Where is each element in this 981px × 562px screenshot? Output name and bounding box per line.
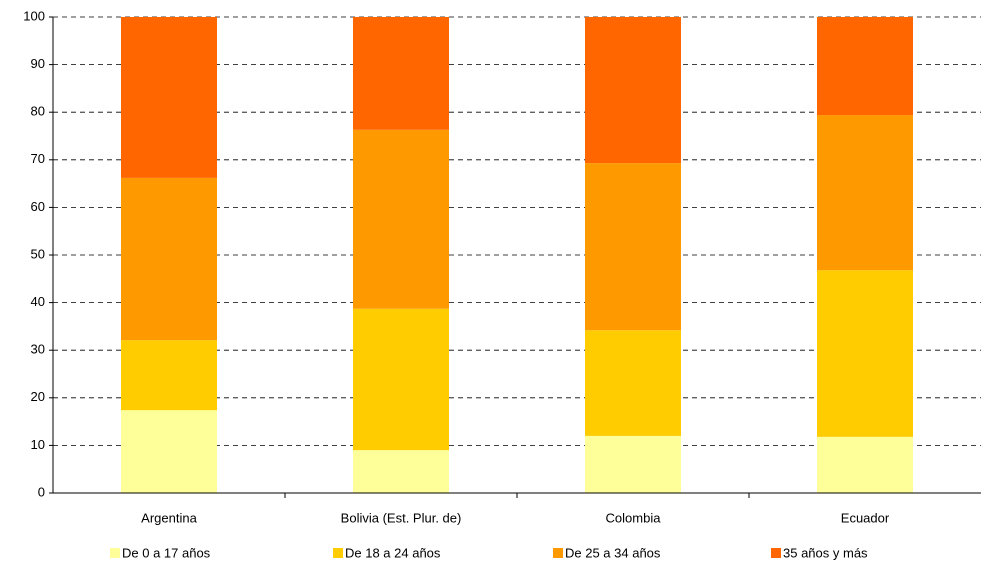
bar-segment: [121, 340, 217, 411]
y-tick-label: 50: [31, 246, 45, 261]
x-tick-label: Colombia: [606, 510, 662, 525]
y-tick-label: 0: [38, 484, 45, 499]
y-tick-label: 30: [31, 342, 45, 357]
legend-label: De 0 a 17 años: [122, 545, 211, 560]
legend-swatch: [333, 548, 343, 558]
legend-label: De 18 a 24 años: [345, 545, 441, 560]
y-tick-label: 100: [23, 8, 45, 23]
y-tick-label: 80: [31, 104, 45, 119]
bar-segment: [353, 17, 449, 130]
legend-label: 35 años y más: [783, 545, 868, 560]
bar-segment: [121, 17, 217, 178]
y-tick-label: 70: [31, 151, 45, 166]
bar-segment: [817, 270, 913, 437]
y-tick-label: 40: [31, 294, 45, 309]
bar-segment: [817, 436, 913, 493]
bar-segment: [817, 115, 913, 271]
legend-swatch: [771, 548, 781, 558]
legend-swatch: [553, 548, 563, 558]
x-tick-label: Bolivia (Est. Plur. de): [341, 510, 462, 525]
bar-segment: [817, 17, 913, 116]
x-tick-label: Ecuador: [841, 510, 890, 525]
bar-segment: [585, 163, 681, 331]
bar-segment: [353, 308, 449, 451]
bar-segment: [585, 435, 681, 493]
x-tick-label: Argentina: [141, 510, 197, 525]
bar-segment: [353, 450, 449, 493]
bar-segment: [585, 330, 681, 436]
legend-swatch: [110, 548, 120, 558]
y-tick-label: 60: [31, 199, 45, 214]
y-tick-label: 90: [31, 56, 45, 71]
bar-segment: [585, 17, 681, 164]
y-tick-label: 10: [31, 437, 45, 452]
legend-label: De 25 a 34 años: [565, 545, 661, 560]
y-tick-label: 20: [31, 389, 45, 404]
bar-segment: [121, 177, 217, 341]
bar-segment: [353, 129, 449, 309]
bar-segment: [121, 410, 217, 493]
